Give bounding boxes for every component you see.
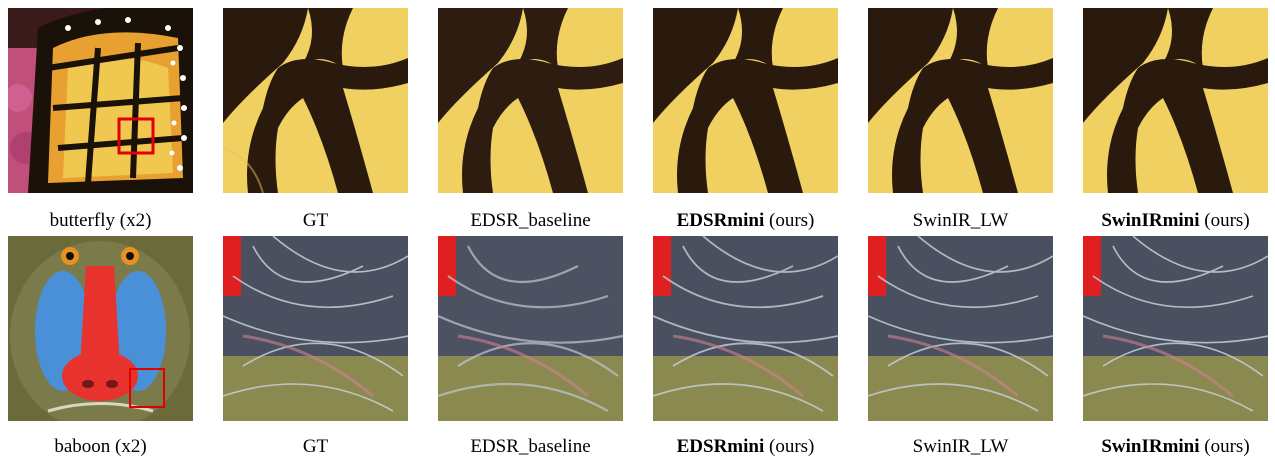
butterfly-full-image	[8, 8, 193, 193]
baboon-swinirmini-crop	[1083, 236, 1268, 421]
butterfly-crop-picture	[438, 8, 623, 193]
crop-box	[129, 368, 165, 408]
caption-edsrmini: EDSRmini (ours)	[676, 436, 815, 457]
butterfly-swinir-lw-crop	[868, 8, 1053, 193]
baboon-swinir-lw-crop	[868, 236, 1053, 421]
caption-baboon: baboon (x2)	[54, 436, 147, 457]
butterfly-gt-crop	[223, 8, 408, 193]
caption-butterfly: butterfly (x2)	[49, 210, 152, 231]
fur-crop-picture	[223, 236, 408, 421]
caption-swinir-lw: SwinIR_LW	[912, 436, 1009, 457]
fur-crop-picture	[868, 236, 1053, 421]
fur-crop-picture	[1083, 236, 1268, 421]
caption-swinir-lw: SwinIR_LW	[912, 210, 1009, 231]
butterfly-crop-picture	[223, 8, 408, 193]
baboon-edsr-baseline-crop	[438, 236, 623, 421]
caption-swinirmini: SwinIRmini (ours)	[1101, 436, 1250, 457]
baboon-gt-crop	[223, 236, 408, 421]
fur-crop-picture	[438, 236, 623, 421]
butterfly-crop-picture	[653, 8, 838, 193]
butterfly-crop-picture	[868, 8, 1053, 193]
butterfly-crop-picture	[1083, 8, 1268, 193]
baboon-full-image	[8, 236, 193, 421]
baboon-face-picture	[8, 236, 193, 421]
caption-gt: GT	[302, 210, 329, 231]
fur-crop-picture	[653, 236, 838, 421]
butterfly-swinirmini-crop	[1083, 8, 1268, 193]
caption-edsr-baseline: EDSR_baseline	[470, 436, 591, 457]
butterfly-edsr-baseline-crop	[438, 8, 623, 193]
butterfly-wing-picture	[8, 8, 193, 193]
baboon-edsrmini-crop	[653, 236, 838, 421]
caption-swinirmini: SwinIRmini (ours)	[1101, 210, 1250, 231]
butterfly-edsrmini-crop	[653, 8, 838, 193]
caption-edsr-baseline: EDSR_baseline	[470, 210, 591, 231]
caption-edsrmini: EDSRmini (ours)	[676, 210, 815, 231]
crop-box	[117, 117, 155, 155]
caption-gt: GT	[302, 436, 329, 457]
